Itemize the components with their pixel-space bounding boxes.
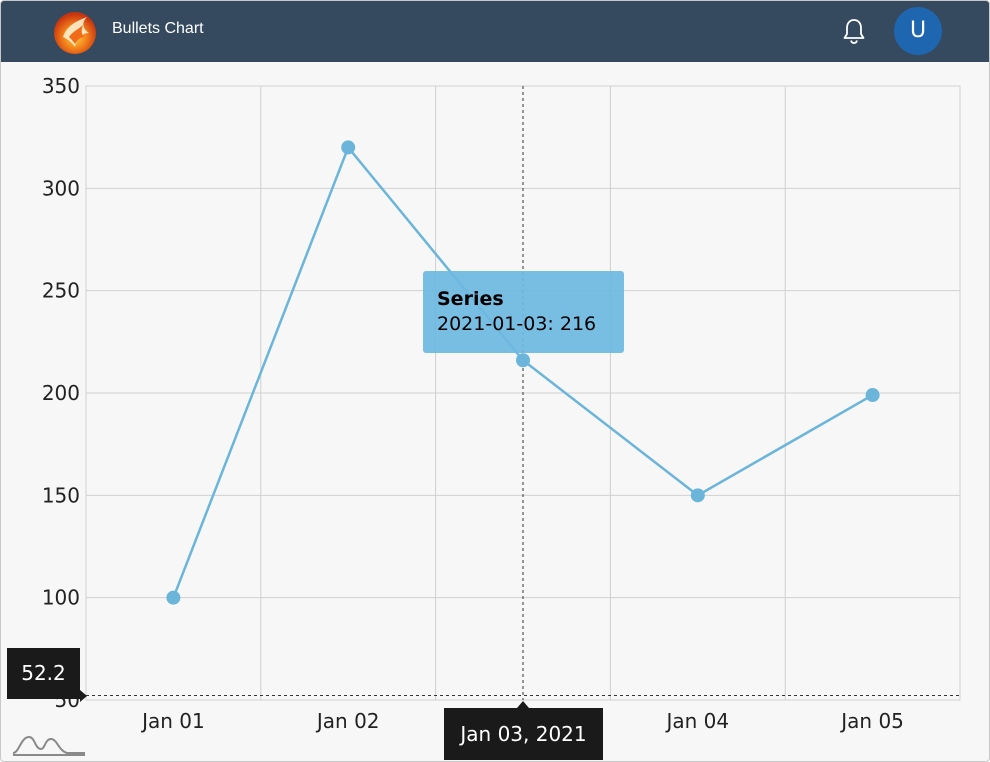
data-point: [690, 488, 705, 503]
y-tick-label: 100: [42, 586, 80, 610]
data-point: [341, 140, 356, 155]
x-tick-label: Jan 04: [664, 709, 729, 733]
data-point: [865, 388, 880, 403]
user-avatar[interactable]: U: [894, 7, 942, 55]
range-selector-icon[interactable]: [11, 731, 87, 757]
chart-tooltip: Series 2021-01-03: 216: [423, 271, 624, 353]
crosshair-y-label: 52.2: [7, 648, 87, 702]
phoenix-logo-icon: [54, 12, 96, 54]
x-tick-label: Jan 01: [140, 709, 205, 733]
y-tick-label: 150: [42, 483, 80, 507]
bell-icon[interactable]: [841, 17, 867, 45]
app-title: Bullets Chart: [112, 20, 204, 37]
y-tick-label: 250: [42, 279, 80, 303]
x-tick-label: Jan 05: [839, 709, 904, 733]
y-tick-label: 200: [42, 381, 80, 405]
app-header: Bullets Chart U: [1, 1, 989, 62]
data-point: [516, 353, 530, 368]
tooltip-body: 2021-01-03: 216: [437, 313, 597, 335]
y-tick-label: 300: [42, 176, 80, 200]
crosshair-x-label: Jan 03, 2021: [444, 701, 603, 760]
tooltip-title: Series: [437, 288, 504, 310]
x-tick-label: Jan 02: [315, 709, 380, 733]
data-point: [166, 590, 181, 605]
y-tick-label: 350: [42, 74, 80, 98]
